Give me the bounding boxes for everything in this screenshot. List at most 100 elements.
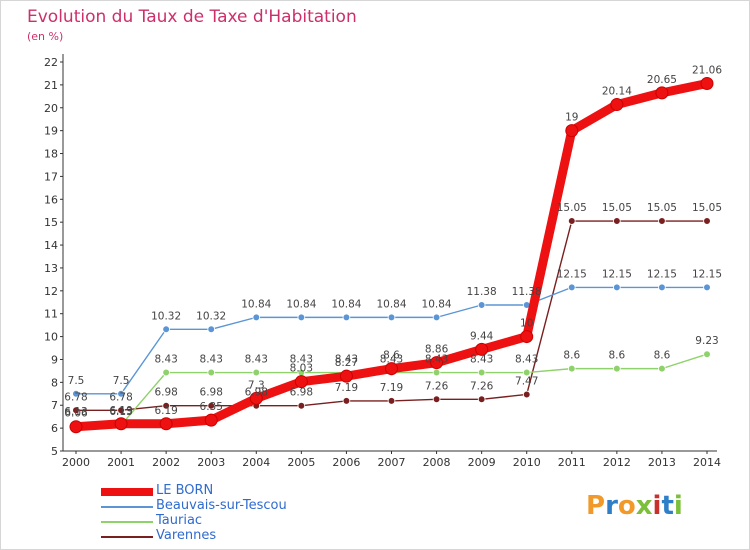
y-tick-label: 13: [44, 262, 58, 275]
data-label-beauvais-sur-tescou: 10.84: [331, 298, 361, 310]
point-tauriac: [703, 350, 711, 359]
point-le-born: [339, 369, 353, 383]
point-le-born: [610, 98, 624, 112]
x-tick-label: 2008: [423, 456, 451, 469]
data-label-le-born: 21.06: [692, 65, 722, 77]
point-varennes: [703, 217, 711, 225]
data-label-varennes: 15.05: [557, 202, 587, 214]
data-label-tauriac: 8.43: [380, 354, 403, 366]
point-le-born: [159, 417, 173, 431]
data-label-le-born: 9.44: [470, 330, 494, 342]
point-le-born: [204, 413, 218, 427]
y-tick-label: 15: [44, 216, 58, 229]
y-tick-label: 14: [44, 239, 58, 252]
data-label-beauvais-sur-tescou: 10.84: [241, 298, 271, 310]
point-beauvais-sur-tescou: [117, 389, 125, 398]
x-tick-label: 2006: [332, 456, 360, 469]
x-tick-label: 2002: [152, 456, 180, 469]
logo-letter: r: [605, 491, 618, 521]
x-tick-label: 2011: [558, 456, 586, 469]
y-tick-label: 21: [44, 79, 58, 92]
data-label-varennes: 6.78: [64, 391, 87, 403]
data-label-le-born: 8.86: [425, 344, 449, 356]
y-tick-label: 12: [44, 285, 58, 298]
chart-subtitle: (en %): [27, 30, 64, 43]
x-tick-label: 2013: [648, 456, 676, 469]
data-label-varennes: 7.26: [425, 380, 449, 392]
point-beauvais-sur-tescou: [613, 283, 621, 292]
data-label-le-born: 20.65: [647, 74, 677, 86]
y-tick-label: 20: [44, 102, 58, 115]
data-label-beauvais-sur-tescou: 11.38: [467, 286, 497, 298]
legend-label-le-born: LE BORN: [156, 483, 214, 498]
data-label-tauriac: 8.43: [245, 354, 268, 366]
logo-letter: P: [586, 491, 606, 521]
x-tick-label: 2003: [197, 456, 225, 469]
point-varennes: [72, 406, 80, 415]
data-label-beauvais-sur-tescou: 7.5: [113, 375, 130, 387]
data-label-le-born: 8.6: [383, 350, 400, 362]
x-tick-label: 2012: [603, 456, 631, 469]
y-tick-label: 11: [44, 308, 58, 321]
chart-axes: 5 6 7 8 9 10 11 12 13 14 15 16 17 18 19 20 21 22 2000 2001 2…: [44, 54, 721, 469]
point-le-born: [475, 342, 489, 356]
data-label-tauriac: 8.43: [200, 354, 223, 366]
point-varennes: [567, 217, 576, 225]
point-le-born: [655, 86, 669, 100]
point-beauvais-sur-tescou: [387, 313, 396, 322]
data-label-tauriac: 6.13: [64, 406, 87, 418]
point-tauriac: [477, 368, 486, 377]
legend-label-tauriac: Tauriac: [156, 513, 203, 528]
data-label-le-born: 20.14: [602, 86, 632, 98]
data-label-beauvais-sur-tescou: 12.15: [602, 268, 632, 280]
point-tauriac: [162, 368, 170, 377]
point-le-born: [430, 356, 444, 370]
data-label-beauvais-sur-tescou: 11.38: [512, 286, 542, 298]
point-varennes: [432, 395, 441, 404]
data-label-tauriac: 8.43: [335, 354, 358, 366]
x-tick-label: 2000: [62, 456, 90, 469]
x-tick-label: 2004: [242, 456, 270, 469]
point-varennes: [342, 397, 351, 405]
legend-swatch-varennes: [101, 536, 153, 538]
data-label-varennes: 7.47: [515, 375, 538, 387]
point-tauriac: [252, 368, 261, 377]
y-tick-label: 18: [44, 148, 58, 161]
point-varennes: [207, 401, 216, 410]
x-tick-label: 2009: [468, 456, 496, 469]
data-label-beauvais-sur-tescou: 10.84: [376, 298, 406, 310]
y-tick-label: 19: [44, 125, 58, 138]
data-label-beauvais-sur-tescou: 7.5: [68, 375, 85, 387]
data-label-beauvais-sur-tescou: 10.84: [286, 298, 316, 310]
point-tauriac: [207, 368, 216, 377]
point-beauvais-sur-tescou: [703, 283, 711, 292]
y-tick-label: 10: [44, 331, 58, 344]
data-label-varennes: 7.26: [470, 380, 494, 392]
data-label-tauriac: 8.43: [290, 354, 313, 366]
point-varennes: [658, 217, 666, 225]
logo-letter: i: [652, 491, 662, 521]
data-label-varennes: 7.19: [380, 382, 403, 394]
data-label-le-born: 7.3: [248, 379, 265, 391]
point-varennes: [387, 397, 396, 405]
point-le-born: [700, 77, 714, 91]
data-label-tauriac: 8.43: [425, 354, 448, 366]
y-tick-label: 16: [44, 193, 58, 206]
point-beauvais-sur-tescou: [567, 283, 576, 292]
point-beauvais-sur-tescou: [72, 389, 80, 398]
data-label-le-born: 6.19: [109, 405, 132, 417]
data-label-beauvais-sur-tescou: 12.15: [557, 268, 587, 280]
point-varennes: [522, 390, 531, 399]
data-label-le-born: 6.06: [64, 408, 88, 420]
logo-letter: x: [635, 491, 653, 521]
data-label-le-born: 19: [565, 112, 578, 124]
y-tick-label: 5: [51, 445, 58, 458]
point-varennes: [477, 395, 486, 404]
data-label-tauriac: 8.6: [563, 350, 580, 362]
data-label-beauvais-sur-tescou: 10.32: [151, 310, 181, 322]
logo-letter: t: [661, 491, 674, 521]
data-label-le-born: 6.35: [200, 401, 223, 413]
y-tick-label: 9: [51, 353, 58, 366]
